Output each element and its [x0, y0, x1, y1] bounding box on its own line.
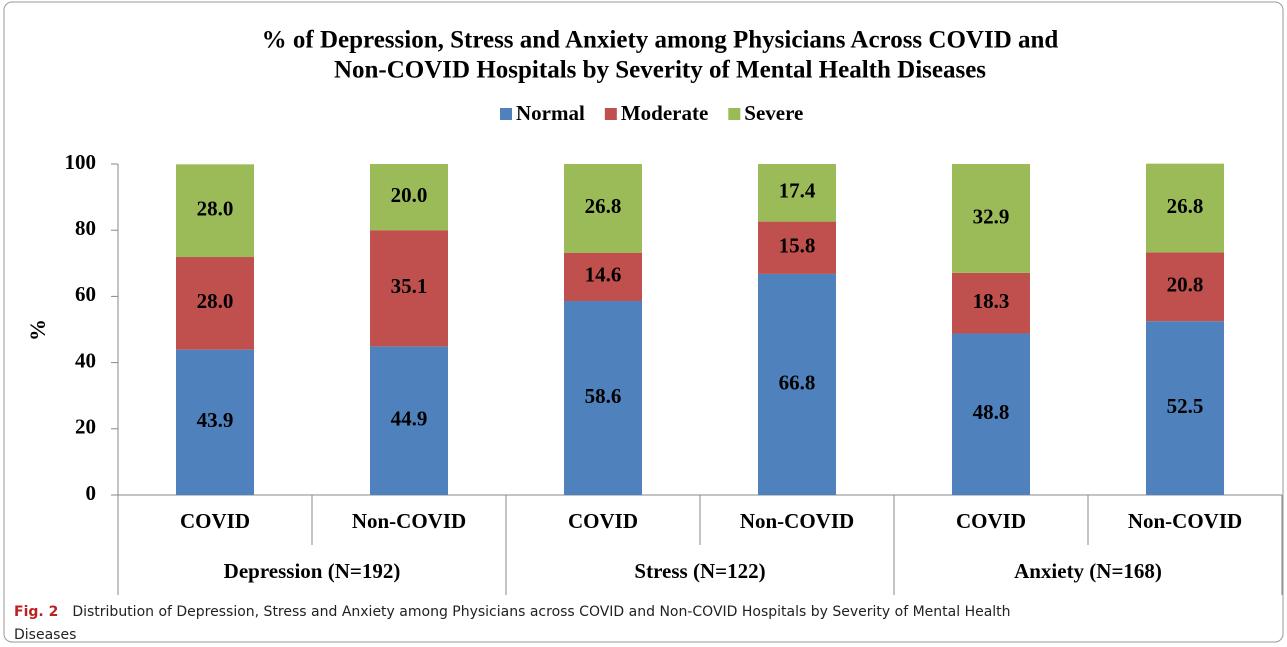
- y-tick-label: 100: [65, 150, 97, 174]
- frame: [3, 1, 1284, 643]
- chart-title: Non-COVID Hospitals by Severity of Menta…: [334, 57, 986, 84]
- bar-segment: [1146, 252, 1224, 322]
- y-tick-label: 20: [75, 415, 96, 439]
- data-label: 17.4: [779, 179, 816, 203]
- caption-label: Fig. 2: [14, 604, 58, 620]
- bar-segment: [176, 164, 254, 258]
- data-label: 66.8: [779, 370, 816, 394]
- bar-segment: [952, 272, 1030, 334]
- x-tick-label: COVID: [956, 509, 1026, 533]
- data-label: 28.0: [197, 289, 234, 313]
- legend-label: Normal: [516, 101, 585, 125]
- bar-segment: [564, 301, 642, 495]
- data-label: 26.8: [1167, 194, 1204, 218]
- y-tick-label: 80: [75, 216, 96, 240]
- bar-segment: [758, 221, 836, 274]
- bar-segment: [176, 349, 254, 495]
- group-label: Depression (N=192): [224, 559, 401, 583]
- data-label: 48.8: [973, 400, 1010, 424]
- legend-swatch: [728, 108, 741, 120]
- legend-label: Severe: [744, 101, 803, 125]
- caption-text: Diseases: [14, 627, 76, 643]
- x-tick-label: COVID: [568, 509, 638, 533]
- data-label: 20.8: [1167, 273, 1204, 297]
- bar-segment: [758, 273, 836, 495]
- bar-segment: [1146, 321, 1224, 495]
- y-axis-label: %: [25, 319, 50, 341]
- x-tick-label: Non-COVID: [352, 509, 466, 533]
- data-label: 15.8: [779, 234, 816, 258]
- legend-swatch: [604, 108, 617, 120]
- legend-swatch: [500, 108, 512, 120]
- data-label: 44.9: [391, 407, 428, 431]
- group-label: Stress (N=122): [634, 559, 765, 583]
- x-tick-label: Non-COVID: [740, 509, 854, 533]
- x-tick-label: COVID: [180, 509, 250, 533]
- bar-segment: [952, 164, 1030, 273]
- data-label: 58.6: [585, 384, 622, 408]
- bar-segment: [370, 164, 448, 231]
- data-label: 14.6: [585, 263, 622, 287]
- caption: Fig. 2 Distribution of Depression, Stress…: [14, 604, 1011, 620]
- bar-segment: [176, 257, 254, 350]
- group-label: Anxiety (N=168): [1014, 559, 1162, 583]
- y-tick-label: 40: [75, 348, 96, 372]
- data-label: 35.1: [391, 274, 428, 298]
- legend-label: Moderate: [621, 101, 708, 125]
- data-label: 18.3: [973, 289, 1010, 313]
- y-tick-label: 60: [75, 282, 96, 306]
- bar-segment: [952, 333, 1030, 495]
- bar-segment: [1146, 163, 1224, 253]
- data-label: 20.0: [391, 183, 428, 207]
- data-label: 26.8: [585, 194, 622, 218]
- bar-segment: [564, 164, 642, 253]
- chart-title: % of Depression, Stress and Anxiety amon…: [262, 27, 1059, 54]
- bar-segment: [370, 230, 448, 347]
- data-label: 32.9: [973, 204, 1010, 228]
- bar-segment: [758, 164, 836, 222]
- caption-text: Distribution of Depression, Stress and A…: [72, 604, 1010, 620]
- y-tick-label: 0: [86, 481, 97, 505]
- data-label: 52.5: [1167, 394, 1204, 418]
- bar-segment: [564, 252, 642, 302]
- data-label: 43.9: [197, 408, 234, 432]
- data-label: 28.0: [197, 196, 234, 220]
- x-tick-label: Non-COVID: [1128, 509, 1242, 533]
- bar-segment: [370, 346, 448, 495]
